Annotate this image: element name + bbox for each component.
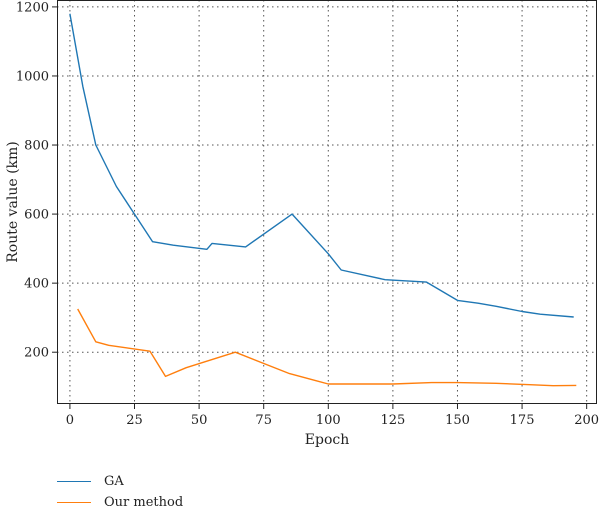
x-tick-label-100: 100 bbox=[316, 413, 341, 428]
x-tick-label-50: 50 bbox=[191, 413, 208, 428]
legend-item-our-method: Our method bbox=[57, 493, 183, 511]
legend-swatch-ga bbox=[57, 480, 91, 482]
x-tick-label-175: 175 bbox=[510, 413, 535, 428]
x-axis-ticks: 0 25 50 75 100 125 150 175 200 bbox=[66, 404, 599, 428]
legend-label-ga: GA bbox=[104, 473, 124, 489]
x-tick-label-125: 125 bbox=[380, 413, 405, 428]
x-tick-label-150: 150 bbox=[445, 413, 470, 428]
y-tick-label-600: 600 bbox=[24, 208, 49, 223]
x-tick-label-25: 25 bbox=[126, 413, 143, 428]
y-tick-label-400: 400 bbox=[24, 277, 49, 292]
legend-item-ga: GA bbox=[57, 472, 124, 490]
x-tick-label-75: 75 bbox=[255, 413, 272, 428]
plot-frame bbox=[57, 0, 597, 404]
y-tick-label-1000: 1000 bbox=[16, 69, 49, 84]
y-tick-label-1200: 1200 bbox=[16, 0, 49, 15]
x-tick-label-0: 0 bbox=[66, 413, 74, 428]
x-tick-label-200: 200 bbox=[574, 413, 599, 428]
plot-area bbox=[57, 0, 597, 404]
series-lines bbox=[69, 13, 577, 387]
y-tick-label-200: 200 bbox=[24, 346, 49, 361]
legend: GA Our method bbox=[57, 468, 317, 513]
y-axis-label: Route value (km) bbox=[5, 141, 21, 263]
y-axis-ticks: 200 400 600 800 1000 1200 bbox=[16, 0, 57, 361]
series-line-our-method bbox=[77, 308, 577, 387]
x-axis-label: Epoch bbox=[305, 432, 349, 448]
series-line-ga bbox=[69, 13, 574, 318]
legend-label-our-method: Our method bbox=[104, 494, 184, 510]
y-tick-label-800: 800 bbox=[24, 139, 49, 154]
legend-swatch-our-method bbox=[57, 501, 91, 503]
grid-lines bbox=[57, 0, 597, 404]
axes bbox=[57, 0, 597, 404]
